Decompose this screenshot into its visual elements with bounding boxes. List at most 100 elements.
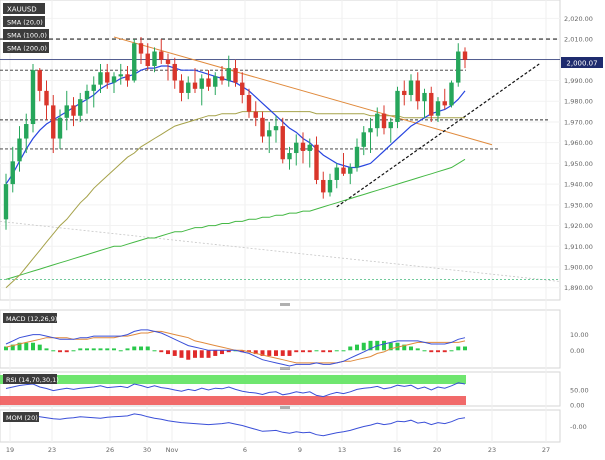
candle-body [321, 179, 326, 193]
macd-histogram-bar [274, 350, 278, 356]
candle-body [219, 76, 225, 81]
macd-histogram-bar [58, 350, 62, 353]
macd-histogram-bar [159, 350, 164, 353]
panel-resize-handle[interactable] [280, 303, 290, 306]
macd-histogram-bar [199, 350, 204, 358]
candle-body [246, 95, 252, 112]
macd-histogram-bar [139, 346, 143, 351]
macd-y-tick-label: 0.00 [570, 347, 584, 355]
macd-histogram-bar [166, 350, 170, 355]
candle-body [226, 68, 231, 81]
macd-histogram-bar [172, 350, 177, 356]
macd-histogram-bar [253, 350, 258, 355]
macd-histogram-bar [368, 340, 373, 351]
x-tick-label: 19 [6, 446, 14, 454]
legend-sma-100[interactable]: SMA (100,0) [3, 29, 49, 40]
rsi-y-tick-label: 50.00 [570, 387, 589, 395]
y-tick-label: 1,990.00 [564, 77, 593, 85]
macd-histogram-bar [334, 350, 339, 352]
ascending-trend-line [336, 63, 540, 208]
macd-histogram-bar [395, 342, 400, 351]
macd-histogram-bar [132, 346, 137, 351]
legend-rsi[interactable]: RSI (14,70,30,1) [3, 374, 59, 384]
macd-histogram-bar [85, 348, 89, 351]
y-tick-label: 2,010.00 [564, 36, 593, 44]
candle-body [408, 80, 414, 96]
macd-histogram-bar [78, 348, 83, 351]
x-tick-label: 23 [48, 446, 56, 454]
sma-200-line [5, 158, 466, 280]
macd-panel [0, 309, 561, 369]
legend-symbol[interactable]: XAUUSD [3, 3, 45, 14]
candle-body [435, 101, 441, 116]
macd-histogram-bar [301, 350, 305, 353]
candle-body [71, 105, 76, 116]
macd-histogram-bar [321, 350, 326, 353]
candle-body [287, 153, 292, 160]
macd-histogram-bar [382, 340, 386, 351]
macd-histogram-bar [220, 350, 224, 355]
candle-body [449, 82, 454, 106]
candle-body [361, 132, 366, 147]
candle-body [98, 72, 103, 85]
macd-histogram-bar [260, 350, 265, 356]
macd-histogram-bar [267, 350, 272, 356]
momentum-line [5, 413, 466, 437]
legend-sma-20[interactable]: SMA (20,0) [3, 16, 45, 27]
candle-body [260, 117, 265, 137]
y-tick-label: 1,950.00 [564, 160, 593, 168]
candle-body [294, 142, 299, 154]
candle-body [17, 138, 22, 162]
macd-histogram-bar [409, 346, 413, 351]
candle-body [138, 43, 144, 54]
candle-body [429, 92, 434, 116]
candle-body [327, 179, 333, 193]
candle-body [456, 51, 461, 83]
macd-y-tick-label: 10.00 [570, 331, 589, 339]
x-tick-label: 16 [393, 446, 401, 454]
legend-symbol-label: XAUUSD [7, 6, 37, 14]
x-tick-label: 9 [298, 446, 302, 454]
macd-histogram-bar [240, 350, 245, 353]
candle-body [172, 63, 177, 81]
candle-body [64, 105, 69, 118]
legend-macd-label: MACD (12,26,9) [6, 315, 57, 323]
candle-body [422, 92, 427, 102]
x-tick-label: 27 [542, 446, 550, 454]
macd-histogram-bar [186, 350, 191, 360]
macd-histogram-bar [64, 350, 69, 353]
rsi-y-tick-label: 0.00 [570, 402, 584, 410]
x-tick-label: 6 [243, 446, 247, 454]
y-tick-label: 1,900.00 [564, 263, 593, 271]
y-tick-label: 1,930.00 [564, 201, 593, 209]
candle-body [125, 74, 130, 81]
candle-body [84, 90, 90, 100]
macd-histogram-bar [44, 348, 49, 351]
candle-body [159, 51, 164, 60]
candle-body [402, 90, 407, 96]
macd-histogram-bar [4, 346, 8, 351]
macd-histogram-bar [341, 350, 346, 352]
candle-body [37, 70, 42, 91]
y-tick-label: 1,970.00 [564, 118, 593, 126]
candle-body [57, 117, 63, 139]
legend-sma-200[interactable]: SMA (200,0) [3, 42, 49, 53]
legend-mom[interactable]: MOM (20) [3, 412, 39, 422]
macd-histogram-bar [456, 346, 461, 351]
macd-histogram-bar [442, 350, 447, 353]
y-tick-label: 1,920.00 [564, 222, 593, 230]
candle-body [165, 59, 171, 64]
y-tick-label: 1,910.00 [564, 243, 593, 251]
candle-body [91, 84, 96, 91]
panel-resize-handle[interactable] [280, 367, 290, 370]
macd-histogram-bar [24, 342, 29, 351]
panel-resize-handle[interactable] [280, 406, 290, 409]
candle-body [44, 90, 49, 106]
legend-macd[interactable]: MACD (12,26,9) [3, 313, 57, 323]
macd-histogram-bar [91, 348, 96, 351]
candle-body [24, 124, 29, 139]
macd-histogram-bar [98, 348, 103, 351]
candle-body [233, 68, 238, 83]
candle-body [78, 99, 83, 116]
